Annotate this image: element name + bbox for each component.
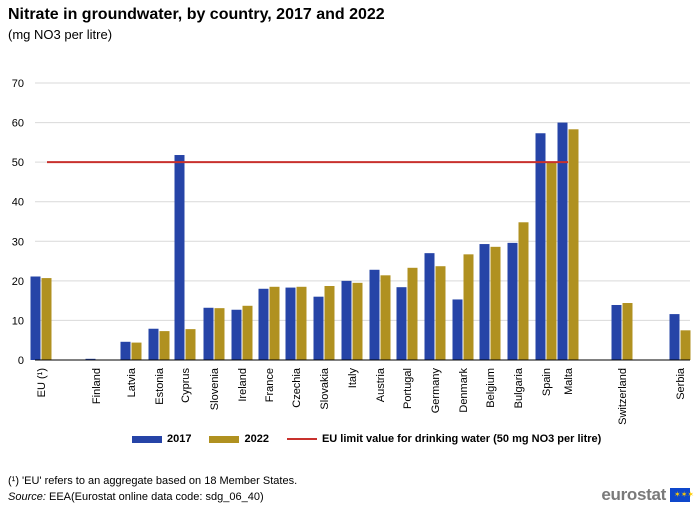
- source-note: Source: EEA(Eurostat online data code: s…: [8, 491, 264, 503]
- bar-2022: [159, 331, 170, 360]
- legend-swatch-2022: [209, 435, 240, 443]
- x-tick-label: Latvia: [126, 367, 138, 397]
- bar-2017: [174, 155, 185, 360]
- bar-2022: [324, 286, 335, 360]
- x-tick-label: Bulgaria: [513, 367, 525, 408]
- x-tick-label: Serbia: [675, 367, 687, 400]
- bar-2017: [535, 133, 546, 360]
- bar-2017: [231, 309, 242, 360]
- bar-2022: [518, 222, 529, 360]
- legend-item-2017: 2017: [132, 433, 191, 445]
- x-tick-label: Belgium: [485, 368, 497, 408]
- bar-2017: [369, 269, 380, 360]
- bar-2022: [41, 278, 52, 360]
- bar-2017: [557, 122, 568, 360]
- bar-2022: [269, 286, 280, 360]
- x-tick-label: EU (¹): [36, 368, 48, 397]
- bar-2022: [680, 330, 691, 360]
- x-tick-label: Slovenia: [209, 367, 221, 410]
- x-tick-label: Ireland: [237, 368, 249, 402]
- legend-swatch-eu-limit: [286, 438, 317, 440]
- legend-label-eu-limit: EU limit value for drinking water (50 mg…: [321, 433, 602, 445]
- x-tick-label: Slovakia: [319, 367, 331, 409]
- x-tick-label: Spain: [541, 368, 553, 396]
- bar-2017: [611, 304, 622, 360]
- footnote: (¹) 'EU' refers to an aggregate based on…: [8, 475, 298, 487]
- chart-title: Nitrate in groundwater, by country, 2017…: [8, 6, 385, 23]
- y-tick-label: 20: [12, 276, 24, 288]
- bar-2017: [452, 299, 463, 360]
- bar-2022: [380, 275, 391, 360]
- y-tick-label: 30: [12, 236, 24, 248]
- x-tick-label: Cyprus: [180, 368, 192, 403]
- bar-2022: [407, 267, 418, 360]
- legend-swatch-2017: [132, 435, 162, 443]
- y-tick-label: 40: [12, 197, 24, 209]
- bar-2022: [435, 266, 446, 360]
- bar-2017: [313, 296, 324, 360]
- x-tick-label: Italy: [347, 368, 359, 389]
- bar-2017: [85, 358, 96, 360]
- bar-2022: [568, 129, 579, 360]
- x-tick-label: Austria: [375, 367, 387, 402]
- y-tick-label: 50: [12, 157, 24, 169]
- bar-2017: [507, 242, 518, 360]
- source-label: Source:: [8, 491, 46, 503]
- bar-2022: [131, 342, 142, 360]
- y-tick-label: 10: [12, 315, 24, 327]
- eu-flag-icon: ✶✶✶: [670, 488, 694, 502]
- bar-2017: [120, 341, 131, 360]
- legend-label-2022: 2022: [244, 433, 269, 445]
- bar-2017: [424, 253, 435, 360]
- bar-2017: [258, 288, 269, 360]
- source-text: EEA(Eurostat online data code: sdg_06_40…: [45, 491, 264, 503]
- bar-2022: [490, 246, 501, 360]
- x-tick-label: Switzerland: [617, 368, 629, 425]
- bar-2022: [352, 282, 363, 360]
- bar-2017: [341, 280, 352, 360]
- eurostat-logo: eurostat ✶✶✶: [601, 485, 694, 505]
- bar-2017: [285, 287, 296, 360]
- y-tick-label: 60: [12, 118, 24, 130]
- x-tick-label: Czechia: [291, 367, 303, 408]
- x-tick-label: Finland: [91, 368, 103, 404]
- x-tick-label: Germany: [430, 368, 442, 414]
- bar-2022: [463, 254, 474, 360]
- bar-2017: [148, 328, 159, 360]
- bar-2017: [669, 314, 680, 360]
- y-tick-label: 0: [18, 355, 24, 367]
- eurostat-logo-text: eurostat: [601, 485, 666, 504]
- bar-2017: [396, 287, 407, 360]
- legend: 2017 2022 EU limit value for drinking wa…: [132, 433, 619, 445]
- legend-label-2017: 2017: [167, 433, 192, 445]
- chart-subtitle: (mg NO3 per litre): [8, 27, 113, 42]
- legend-item-2022: 2022: [209, 433, 269, 445]
- bar-2017: [479, 244, 490, 360]
- bar-2022: [242, 305, 253, 360]
- bar-2022: [622, 303, 633, 360]
- x-tick-label: France: [264, 368, 276, 402]
- legend-item-eu-limit: EU limit value for drinking water (50 mg…: [286, 433, 602, 445]
- bar-chart: 0 10 20 30 40 50 60 70 EU (¹) Finland Latvia Estoni…: [12, 78, 691, 425]
- bar-2022: [296, 286, 307, 360]
- bar-2022: [546, 162, 557, 360]
- bar-2022: [185, 329, 196, 360]
- y-tick-label: 70: [12, 78, 24, 90]
- x-tick-label: Malta: [563, 367, 575, 395]
- x-tick-label: Denmark: [458, 368, 470, 413]
- bar-2017: [30, 276, 41, 360]
- bar-2022: [214, 308, 225, 360]
- x-tick-label: Estonia: [154, 367, 166, 405]
- x-tick-label: Portugal: [402, 368, 414, 409]
- bar-2017: [203, 307, 214, 360]
